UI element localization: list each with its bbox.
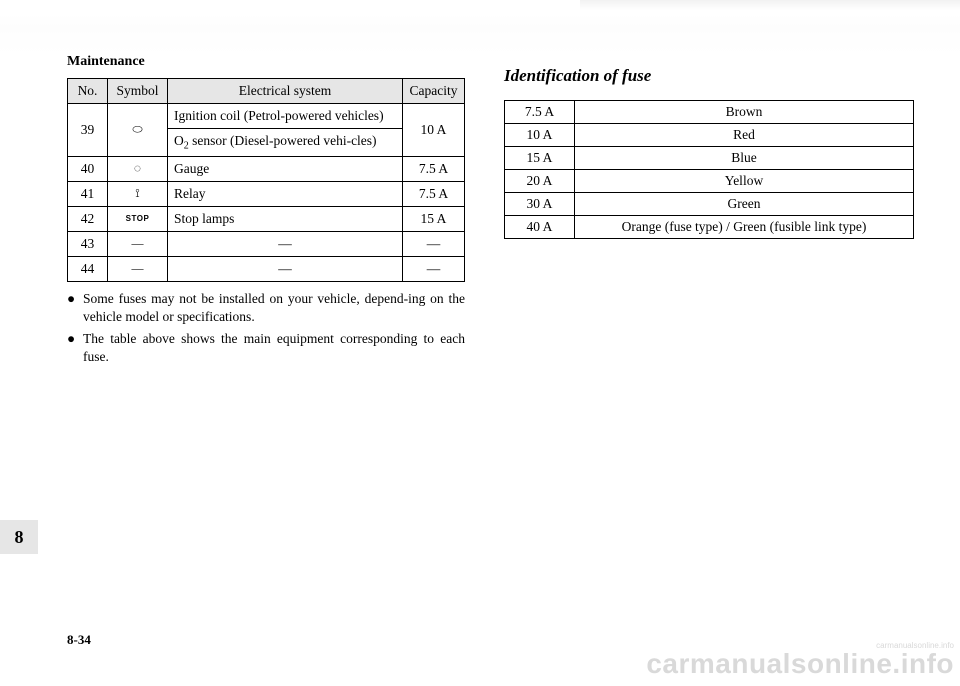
cell-no: 39 xyxy=(68,104,108,157)
bullet-dot-icon: ● xyxy=(67,290,83,326)
bullet-list: ● Some fuses may not be installed on you… xyxy=(67,290,465,367)
cell-color: Brown xyxy=(575,101,914,124)
cell-system: Stop lamps xyxy=(168,206,403,231)
cell-symbol: ⟟ xyxy=(108,181,168,206)
section-heading: Maintenance xyxy=(67,54,145,70)
cell-color: Orange (fuse type) / Green (fusible link… xyxy=(575,216,914,239)
col-no: No. xyxy=(68,79,108,104)
table-row: 30 A Green xyxy=(505,193,914,216)
cell-capacity: 7.5 A xyxy=(403,181,465,206)
cell-capacity: 15 A xyxy=(403,206,465,231)
cell-no: 40 xyxy=(68,156,108,181)
table-header-row: No. Symbol Electrical system Capacity xyxy=(68,79,465,104)
table-row: 20 A Yellow xyxy=(505,170,914,193)
cell-color: Blue xyxy=(575,147,914,170)
table-row: 41 ⟟ Relay 7.5 A xyxy=(68,181,465,206)
cell-color: Green xyxy=(575,193,914,216)
table-row: 40 A Orange (fuse type) / Green (fusible… xyxy=(505,216,914,239)
cell-system: Ignition coil (Petrol-powered vehicles) xyxy=(168,104,403,129)
cell-capacity: 7.5 A xyxy=(403,156,465,181)
cell-amp: 10 A xyxy=(505,124,575,147)
fuse-id-heading: Identification of fuse xyxy=(504,66,914,86)
cell-symbol: STOP xyxy=(108,206,168,231)
table-row: 7.5 A Brown xyxy=(505,101,914,124)
col-system: Electrical system xyxy=(168,79,403,104)
fuse-color-table: 7.5 A Brown 10 A Red 15 A Blue 20 A Yell… xyxy=(504,100,914,239)
page-number: 8-34 xyxy=(67,632,91,648)
cell-amp: 30 A xyxy=(505,193,575,216)
table-row: 15 A Blue xyxy=(505,147,914,170)
table-row: 39 ⬭ Ignition coil (Petrol-powered vehic… xyxy=(68,104,465,129)
cell-system: Gauge xyxy=(168,156,403,181)
left-column: No. Symbol Electrical system Capacity 39… xyxy=(67,78,465,371)
bullet-item: ● The table above shows the main equipme… xyxy=(67,330,465,366)
cell-symbol: — xyxy=(108,256,168,281)
cell-system: Relay xyxy=(168,181,403,206)
right-column: Identification of fuse 7.5 A Brown 10 A … xyxy=(504,66,914,239)
page-root: Maintenance No. Symbol Electrical system… xyxy=(0,0,960,686)
bullet-item: ● Some fuses may not be installed on you… xyxy=(67,290,465,326)
cell-system: — xyxy=(168,256,403,281)
table-row: 42 STOP Stop lamps 15 A xyxy=(68,206,465,231)
top-gradient xyxy=(580,0,960,10)
cell-amp: 40 A xyxy=(505,216,575,239)
cell-capacity: — xyxy=(403,256,465,281)
cell-no: 41 xyxy=(68,181,108,206)
cell-color: Yellow xyxy=(575,170,914,193)
cell-symbol: ◌ xyxy=(108,156,168,181)
bullet-dot-icon: ● xyxy=(67,330,83,366)
cell-amp: 7.5 A xyxy=(505,101,575,124)
table-row: 43 — — — xyxy=(68,231,465,256)
cell-no: 42 xyxy=(68,206,108,231)
cell-no: 43 xyxy=(68,231,108,256)
col-capacity: Capacity xyxy=(403,79,465,104)
table-row: 44 — — — xyxy=(68,256,465,281)
fuse-spec-table: No. Symbol Electrical system Capacity 39… xyxy=(67,78,465,282)
col-symbol: Symbol xyxy=(108,79,168,104)
cell-color: Red xyxy=(575,124,914,147)
watermark: carmanualsonline.info xyxy=(646,648,954,680)
cell-symbol: — xyxy=(108,231,168,256)
cell-system: O2 sensor (Diesel-powered vehi-cles) xyxy=(168,129,403,157)
chapter-tab: 8 xyxy=(0,520,38,554)
cell-capacity: 10 A xyxy=(403,104,465,157)
table-row: 10 A Red xyxy=(505,124,914,147)
cell-amp: 15 A xyxy=(505,147,575,170)
bullet-text: Some fuses may not be installed on your … xyxy=(83,290,465,326)
cell-capacity: — xyxy=(403,231,465,256)
cell-symbol: ⬭ xyxy=(108,104,168,157)
bullet-text: The table above shows the main equipment… xyxy=(83,330,465,366)
cell-system: — xyxy=(168,231,403,256)
table-row: 40 ◌ Gauge 7.5 A xyxy=(68,156,465,181)
cell-amp: 20 A xyxy=(505,170,575,193)
cell-no: 44 xyxy=(68,256,108,281)
